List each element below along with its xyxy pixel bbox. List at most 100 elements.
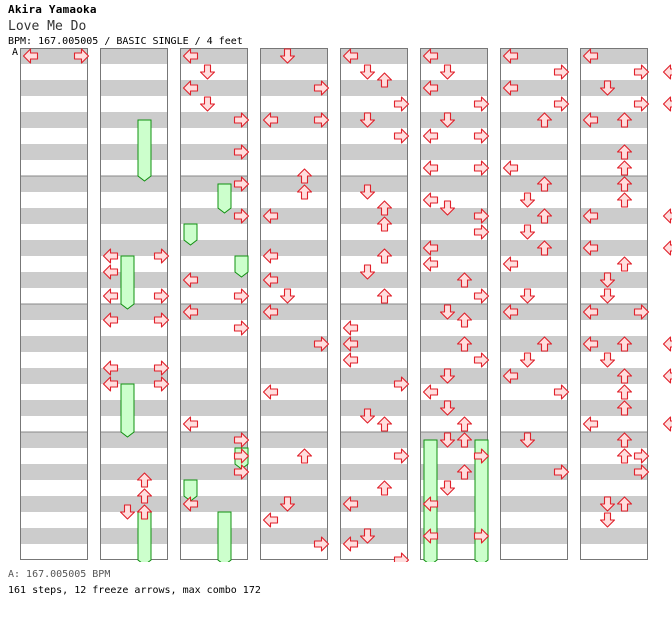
- beat-band: [340, 80, 408, 96]
- beat-band: [580, 48, 648, 64]
- right-arrow: [473, 352, 490, 368]
- right-arrow: [393, 128, 410, 144]
- beat-band: [340, 272, 408, 288]
- beat-band: [20, 240, 88, 256]
- beat-band: [500, 528, 568, 544]
- beat-band: [180, 208, 248, 224]
- up-arrow: [136, 504, 153, 520]
- beat-band: [260, 432, 328, 448]
- beat-band: [180, 528, 248, 544]
- up-arrow: [536, 240, 553, 256]
- beat-band: [100, 432, 168, 448]
- up-arrow: [616, 192, 633, 208]
- right-arrow: [233, 288, 250, 304]
- left-arrow: [662, 96, 672, 112]
- beat-band: [100, 368, 168, 384]
- beat-band: [100, 176, 168, 192]
- beat-band: [20, 176, 88, 192]
- freeze-arrow: [234, 255, 249, 278]
- left-arrow: [662, 336, 672, 352]
- left-arrow: [262, 384, 279, 400]
- up-arrow: [456, 272, 473, 288]
- left-arrow: [342, 536, 359, 552]
- left-arrow: [342, 352, 359, 368]
- beat-band: [340, 496, 408, 512]
- right-arrow: [473, 208, 490, 224]
- beat-band: [580, 208, 648, 224]
- beat-band: [260, 240, 328, 256]
- chart-info: BPM: 167.005005 / BASIC SINGLE / 4 feet: [8, 36, 243, 47]
- right-arrow: [553, 96, 570, 112]
- left-arrow: [422, 192, 439, 208]
- left-arrow: [182, 80, 199, 96]
- up-arrow: [616, 368, 633, 384]
- beat-band: [580, 176, 648, 192]
- beat-band: [260, 400, 328, 416]
- down-arrow: [599, 80, 616, 96]
- right-arrow: [313, 336, 330, 352]
- beat-band: [580, 464, 648, 480]
- down-arrow: [359, 184, 376, 200]
- left-arrow: [582, 416, 599, 432]
- left-arrow: [262, 272, 279, 288]
- right-arrow: [153, 312, 170, 328]
- left-arrow: [422, 256, 439, 272]
- beat-band: [500, 208, 568, 224]
- beat-band: [100, 144, 168, 160]
- left-arrow: [102, 248, 119, 264]
- down-arrow: [439, 64, 456, 80]
- left-arrow: [502, 48, 519, 64]
- up-arrow: [616, 256, 633, 272]
- beat-band: [180, 272, 248, 288]
- left-arrow: [342, 320, 359, 336]
- beat-band: [500, 176, 568, 192]
- right-arrow: [393, 376, 410, 392]
- beat-band: [20, 80, 88, 96]
- right-arrow: [233, 112, 250, 128]
- freeze-arrow: [120, 383, 135, 438]
- beat-band: [180, 400, 248, 416]
- artist-name: Akira Yamaoka: [8, 3, 97, 16]
- down-arrow: [599, 496, 616, 512]
- left-arrow: [342, 336, 359, 352]
- beat-band: [580, 528, 648, 544]
- down-arrow: [279, 496, 296, 512]
- beat-band: [340, 368, 408, 384]
- beat-band: [180, 144, 248, 160]
- beat-band: [20, 112, 88, 128]
- step-chart: [20, 48, 672, 562]
- beat-band: [20, 432, 88, 448]
- beat-band: [340, 176, 408, 192]
- beat-band: [500, 240, 568, 256]
- right-arrow: [153, 288, 170, 304]
- left-arrow: [22, 48, 39, 64]
- right-arrow: [473, 448, 490, 464]
- left-arrow: [582, 48, 599, 64]
- column-border: [180, 48, 248, 560]
- freeze-arrow: [183, 479, 198, 502]
- down-arrow: [359, 64, 376, 80]
- beat-band: [20, 336, 88, 352]
- left-arrow: [102, 312, 119, 328]
- beat-band: [180, 432, 248, 448]
- beat-band: [580, 144, 648, 160]
- down-arrow: [519, 288, 536, 304]
- up-arrow: [456, 336, 473, 352]
- right-arrow: [633, 464, 650, 480]
- right-arrow: [473, 528, 490, 544]
- beat-band: [100, 48, 168, 64]
- column-border: [420, 48, 488, 560]
- up-arrow: [616, 336, 633, 352]
- left-arrow: [102, 360, 119, 376]
- up-arrow: [376, 248, 393, 264]
- beat-band: [340, 144, 408, 160]
- beat-band: [180, 464, 248, 480]
- down-arrow: [439, 480, 456, 496]
- beat-band: [260, 464, 328, 480]
- left-arrow: [262, 304, 279, 320]
- right-arrow: [393, 96, 410, 112]
- right-arrow: [233, 208, 250, 224]
- up-arrow: [296, 168, 313, 184]
- beat-band: [420, 272, 488, 288]
- beat-band: [20, 48, 88, 64]
